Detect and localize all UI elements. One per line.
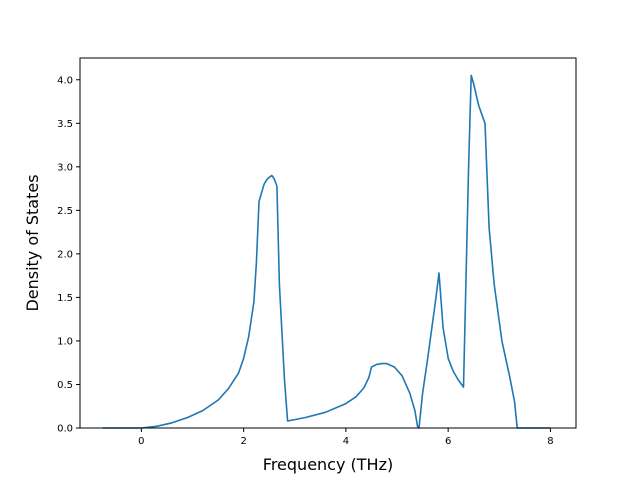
x-tick-label: 0: [138, 436, 144, 447]
y-tick-label: 3.0: [57, 162, 73, 173]
series-layer: [102, 74, 552, 429]
series-line: [102, 74, 552, 429]
y-tick-label: 4.0: [57, 75, 73, 86]
plot-frame: [79, 57, 577, 429]
y-tick-label: 3.5: [57, 119, 73, 130]
x-tick-label: 6: [445, 436, 451, 447]
y-tick-label: 1.5: [57, 293, 73, 304]
x-tick-label: 2: [240, 436, 246, 447]
y-tick-label: 2.0: [57, 249, 73, 260]
y-tick-label: 2.5: [57, 206, 73, 217]
y-tick-label: 1.0: [57, 336, 73, 347]
x-tick-label: 8: [547, 436, 553, 447]
y-axis-label: Density of States: [23, 174, 42, 311]
plot-area: [80, 58, 576, 428]
y-tick-label: 0.0: [57, 424, 73, 435]
x-tick-label: 4: [343, 436, 349, 447]
x-axis-label: Frequency (THz): [263, 455, 393, 474]
y-axis-ticks: 0.0 0.5 1.0 1.5 2.0 2.5 3.0 3.5 4.0: [57, 75, 80, 435]
y-tick-label: 0.5: [57, 380, 73, 391]
